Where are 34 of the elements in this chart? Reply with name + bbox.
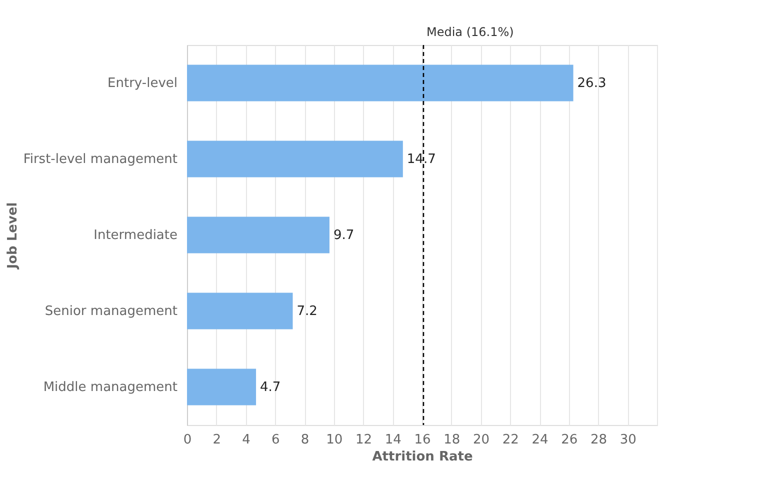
x-tick-label: 12	[355, 432, 372, 448]
data-label: 14.7	[406, 152, 436, 167]
bar	[187, 140, 403, 178]
x-tick-label: 22	[502, 432, 519, 448]
x-tick-label: 30	[620, 432, 636, 448]
y-tick-label: Entry-level	[108, 76, 178, 91]
data-label: 26.3	[577, 76, 606, 91]
data-label: 4.7	[260, 380, 281, 395]
bar	[187, 64, 574, 102]
x-tick-label: 6	[271, 432, 280, 448]
x-tick-label: 14	[384, 432, 402, 448]
bar	[187, 216, 330, 254]
bar	[187, 292, 293, 330]
x-tick-label: 16	[414, 432, 431, 448]
x-tick-label: 10	[326, 432, 343, 448]
y-tick-label: Middle management	[43, 380, 178, 395]
x-tick-label: 24	[532, 432, 548, 448]
x-tick-label: 0	[183, 432, 192, 448]
x-tick-label: 8	[300, 432, 310, 448]
x-tick-label: 26	[561, 432, 578, 448]
data-label: 7.2	[296, 304, 318, 319]
x-tick-label: 20	[472, 432, 490, 448]
y-axis-title: Job Level	[5, 202, 20, 270]
ref-line-label: Media (16.1%)	[426, 25, 514, 39]
y-tick-label: Intermediate	[94, 228, 178, 243]
x-tick-label: 2	[212, 432, 222, 448]
data-label: 9.7	[333, 228, 354, 243]
bar	[187, 368, 256, 406]
y-tick-label: Senior management	[44, 304, 178, 319]
x-tick-label: 28	[590, 432, 608, 448]
x-axis-title: Attrition Rate	[372, 450, 473, 464]
x-tick-label: 18	[444, 432, 460, 448]
x-tick-label: 4	[242, 432, 250, 448]
y-tick-label: First-level management	[23, 152, 178, 167]
